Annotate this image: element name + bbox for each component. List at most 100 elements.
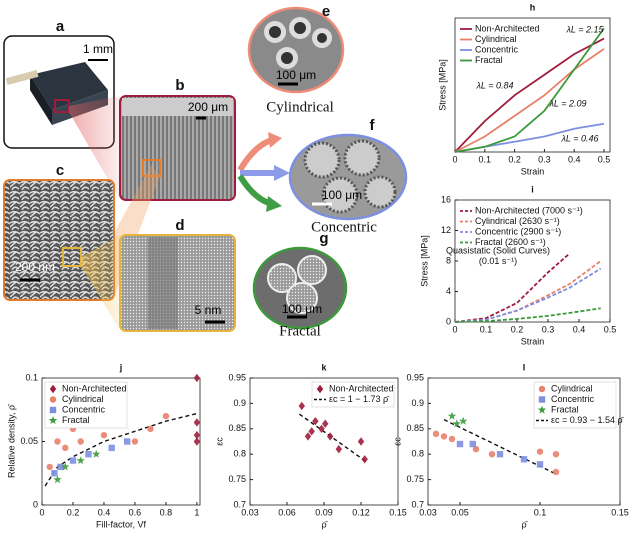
scale-bar: 200 μm [188, 100, 228, 114]
scale-bar: 200 nm [15, 260, 55, 274]
data-point [472, 445, 480, 453]
data-point [536, 448, 544, 455]
y-tick-label: 0.85 [228, 423, 246, 433]
data-point [46, 463, 53, 471]
panel-letter: d [175, 217, 184, 234]
caption: Cylindrical [266, 99, 334, 115]
data-point [193, 437, 201, 446]
x-axis-label: ρ̄ [321, 519, 328, 529]
data-point [62, 444, 69, 452]
panel-letter: l [523, 362, 526, 372]
data-point [452, 419, 461, 428]
x-tick-label: 0.3 [542, 324, 555, 334]
panel-letter: b [175, 77, 184, 94]
series-line [454, 27, 605, 153]
data-point [312, 416, 319, 426]
x-tick-label: 0.6 [129, 507, 142, 517]
legend-box [44, 381, 128, 429]
data-point [92, 449, 101, 458]
x-tick-label: 0.03 [419, 507, 437, 517]
data-point [193, 430, 201, 440]
x-tick-label: 0.4 [573, 324, 586, 334]
data-point [53, 475, 62, 484]
panel-e: 100 μm e Cylindrical [247, 3, 345, 115]
legend-label: Cylindrical [551, 383, 593, 393]
data-point [57, 463, 64, 471]
data-point [552, 451, 560, 458]
x-tick-label: 0.8 [160, 507, 173, 517]
legend-swatch [49, 396, 57, 403]
series-line [454, 307, 601, 323]
data-point [448, 435, 456, 443]
data-point [440, 433, 448, 440]
x-axis-label: Fill-factor, Vf [96, 519, 147, 529]
data-point [536, 461, 544, 468]
x-axis-label: ρ̄ [521, 519, 528, 529]
x-tick-label: 0.2 [67, 507, 80, 517]
x-tick-label: 0.3 [538, 154, 551, 164]
data-point [447, 411, 457, 420]
legend-label: Concentric [62, 404, 106, 414]
panel-letter: f [370, 117, 376, 134]
y-tick-label: 0.95 [406, 372, 424, 382]
data-point [298, 401, 305, 411]
panel-d: 5 nm d [119, 217, 236, 332]
annotation: λL = 2.09 [548, 98, 586, 108]
y-tick-label: 0.7 [411, 499, 424, 509]
legend-swatch [49, 384, 57, 394]
panel-f: 100 μm f Concentric [288, 117, 408, 235]
y-tick-label: 0.9 [411, 398, 424, 408]
panel-letter: e [322, 3, 330, 20]
data-point [322, 419, 329, 428]
x-tick-label: 0.15 [611, 507, 629, 517]
panel-b: 200 μm b [119, 77, 236, 201]
y-tick-label: 0.1 [25, 372, 38, 382]
data-point [357, 437, 365, 446]
legend-box [311, 381, 395, 408]
legend-label: Fractal (2600 s⁻¹) [475, 237, 546, 247]
data-point [193, 373, 201, 383]
x-tick-label: 0.06 [278, 507, 296, 517]
x-tick-label: 0 [39, 507, 44, 517]
legend-label: Concentric [475, 44, 519, 54]
x-tick-label: 0.1 [479, 154, 492, 164]
annotation: λL = 0.46 [560, 133, 598, 143]
x-tick-label: 0.1 [480, 324, 493, 334]
panel-letter: c [56, 162, 64, 179]
data-point [162, 412, 170, 420]
data-point [193, 418, 201, 427]
legend-swatch [538, 385, 546, 393]
data-point [69, 457, 77, 464]
legend-label: Fractal [475, 55, 503, 65]
annotation: λL = 2.15 [565, 24, 604, 34]
plot-area [454, 17, 611, 153]
panel-letter: j [119, 362, 123, 372]
legend-label: εc = 0.93 − 1.54 ρ̄ [551, 415, 625, 425]
data-point [131, 438, 139, 445]
series-line [454, 37, 605, 153]
data-point [61, 462, 70, 471]
data-point [326, 432, 334, 441]
data-point [335, 444, 342, 454]
annotation: λL = 0.84 [475, 80, 513, 90]
x-tick-label: 0.12 [352, 507, 370, 517]
x-tick-label: 0.5 [598, 154, 611, 164]
data-point [361, 455, 368, 464]
x-tick-label: 0.4 [98, 507, 111, 517]
data-point [51, 470, 58, 477]
series-line [454, 48, 605, 153]
data-point [77, 438, 84, 445]
legend-label: Cylindrical [475, 34, 517, 44]
data-point [123, 438, 131, 445]
scale-bar: 100 μm [322, 188, 362, 202]
legend-label: Non-Architected [475, 23, 540, 33]
y-axis-label: εc [392, 437, 402, 446]
legend-label: εc = 1 − 1.73 ρ̄ [329, 394, 390, 404]
y-tick-label: 0.7 [233, 499, 246, 509]
x-tick-label: 0 [452, 154, 457, 164]
x-tick-label: 0.2 [508, 154, 521, 164]
legend-swatch [537, 405, 547, 414]
panel-letter: i [531, 184, 534, 194]
legend-note: Quasistatic (Solid Curves) [446, 245, 550, 255]
